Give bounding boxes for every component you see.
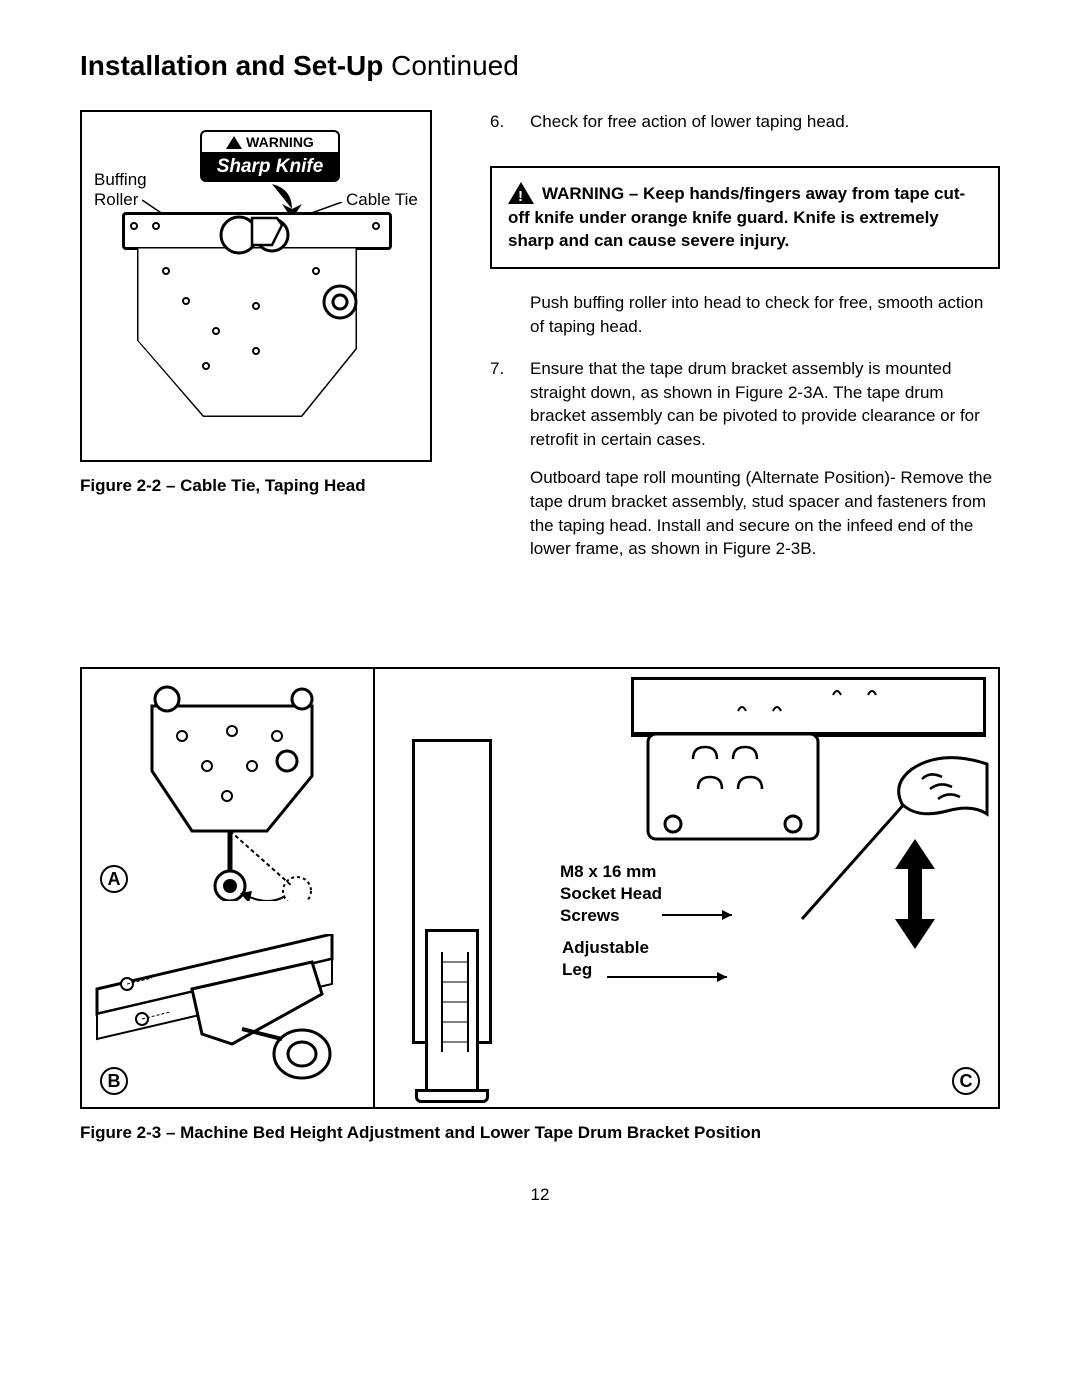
leader-leg [607, 967, 737, 987]
warning-label: WARNING [246, 134, 314, 150]
mech-hole [202, 362, 210, 370]
figure-2-3-caption: Figure 2-3 – Machine Bed Height Adjustme… [80, 1123, 1000, 1143]
warning-box-text: WARNING – Keep hands/fingers away from t… [508, 184, 965, 251]
mech-hole [162, 267, 170, 275]
leader-screws [662, 905, 742, 925]
mech-hole [130, 222, 138, 230]
warning-sign-top: WARNING [200, 130, 340, 152]
figure-2-3: A B [80, 667, 1000, 1109]
warning-triangle-icon [508, 182, 534, 204]
step-7-text: Ensure that the tape drum bracket assemb… [530, 357, 1000, 452]
label-cable-tie: Cable Tie [346, 190, 418, 210]
inner-leg [425, 929, 479, 1094]
figure-2-2-caption: Figure 2-2 – Cable Tie, Taping Head [80, 476, 450, 496]
page-number: 12 [80, 1185, 1000, 1205]
step-6: 6. Check for free action of lower taping… [490, 110, 1000, 134]
step-6-num: 6. [490, 110, 512, 134]
left-column: WARNING Sharp Knife Buffing Roller Cable… [80, 110, 450, 496]
mech-roller [217, 210, 297, 260]
hand-with-wrench [772, 749, 992, 929]
panel-divider [372, 669, 376, 1107]
step-7: 7. Ensure that the tape drum bracket ass… [490, 357, 1000, 452]
mech-body-outline [137, 247, 357, 417]
mech-hole [152, 222, 160, 230]
step-7-num: 7. [490, 357, 512, 452]
mech-hole [312, 267, 320, 275]
figure-2-2: WARNING Sharp Knife Buffing Roller Cable… [80, 110, 432, 462]
right-column: 6. Check for free action of lower taping… [490, 110, 1000, 579]
top-row: WARNING Sharp Knife Buffing Roller Cable… [80, 110, 1000, 579]
mech-hole [372, 222, 380, 230]
mech-body [137, 247, 357, 417]
warning-sign: WARNING Sharp Knife [200, 130, 340, 182]
page-title: Installation and Set-Up Continued [80, 50, 1000, 82]
label-screws: M8 x 16 mm Socket Head Screws [560, 861, 662, 927]
label-buffing-roller: Buffing Roller [94, 170, 147, 211]
leg-foot [415, 1089, 489, 1103]
mech-hole [212, 327, 220, 335]
mech-hole [182, 297, 190, 305]
tabletop-marks [718, 683, 918, 723]
title-main: Installation and Set-Up [80, 50, 383, 81]
mech-hole [252, 302, 260, 310]
para-push-buffing: Push buffing roller into head to check f… [530, 291, 1000, 339]
marker-b: B [100, 1067, 128, 1095]
para-outboard: Outboard tape roll mounting (Alternate P… [530, 466, 1000, 561]
leg-slots [428, 932, 482, 1097]
marker-c: C [952, 1067, 980, 1095]
mech-knob [320, 282, 360, 322]
adjust-arrow-icon [890, 839, 940, 949]
title-continued: Continued [383, 50, 518, 81]
mech-hole [252, 347, 260, 355]
step-6-text: Check for free action of lower taping he… [530, 110, 849, 134]
marker-a: A [100, 865, 128, 893]
warning-subtitle: Sharp Knife [200, 152, 340, 182]
warning-box: WARNING – Keep hands/fingers away from t… [490, 166, 1000, 269]
panel-a-diagram [112, 681, 362, 901]
panel-b-diagram [92, 934, 372, 1104]
warning-triangle-icon [226, 136, 242, 149]
